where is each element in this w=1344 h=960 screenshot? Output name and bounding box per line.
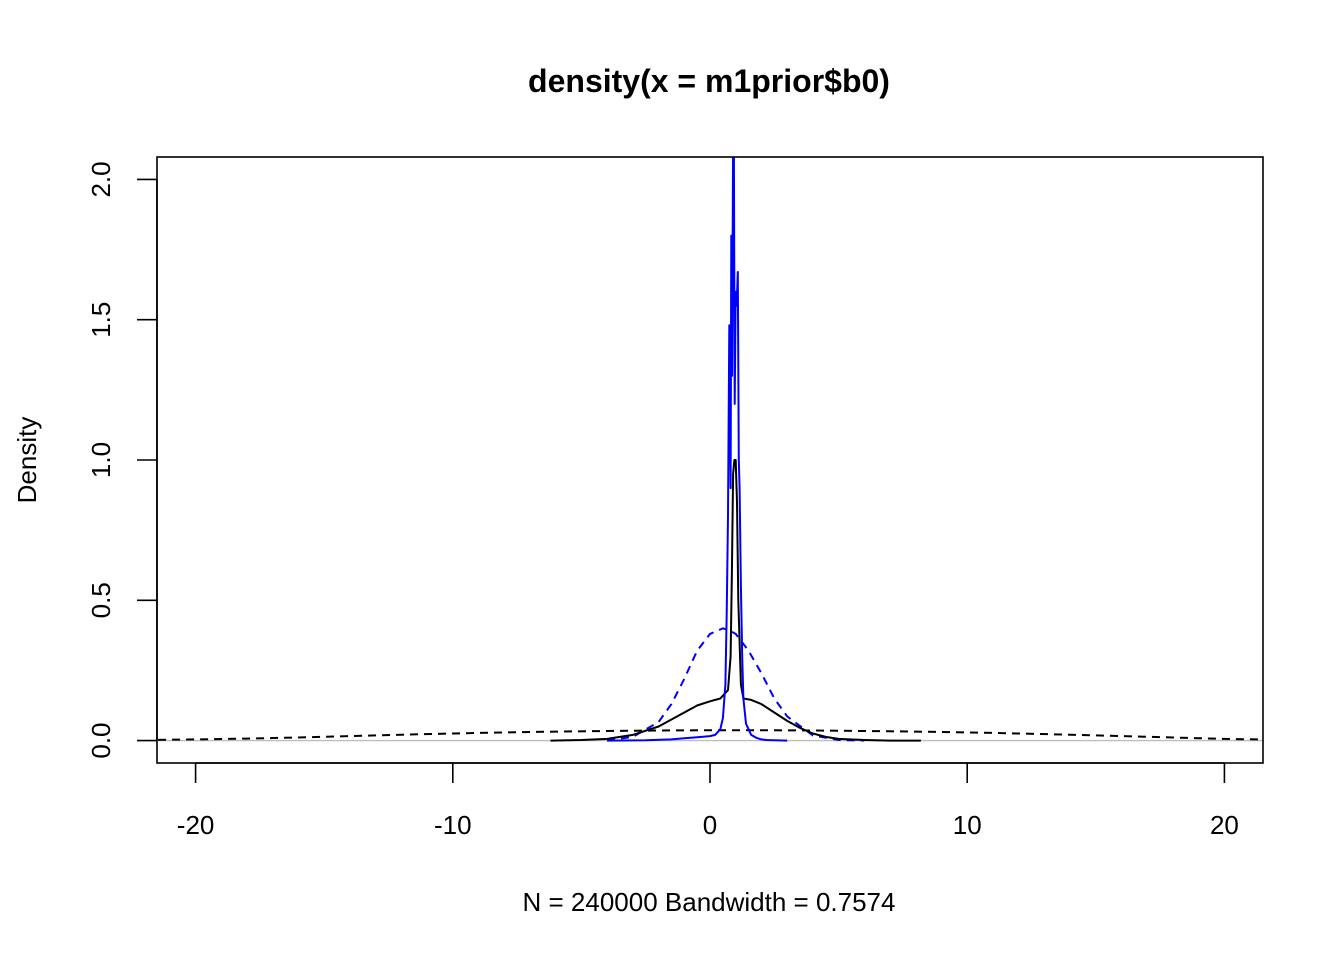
x-tick-label: 10 — [953, 810, 982, 840]
x-tick-label: -20 — [177, 810, 215, 840]
density-series-line-1 — [157, 729, 1263, 741]
x-axis-label: N = 240000 Bandwidth = 0.7574 — [523, 887, 896, 917]
x-tick-label: 20 — [1210, 810, 1239, 840]
y-tick-label: 1.0 — [86, 442, 116, 478]
density-series-line-3 — [550, 459, 921, 742]
axes-group: -20 -10 0 10 20 0.0 0.5 1.0 1.5 2.0 — [86, 161, 1239, 840]
y-tick-label: 0.5 — [86, 582, 116, 618]
plot-frame — [156, 156, 1264, 764]
y-tick-label: 2.0 — [86, 161, 116, 197]
density-series-line-2 — [606, 627, 865, 742]
y-tick-label: 1.5 — [86, 302, 116, 338]
x-tick-label: -10 — [434, 810, 472, 840]
y-axis-label: Density — [12, 417, 42, 504]
chart-title: density(x = m1prior$b0) — [528, 63, 890, 99]
series-layer — [157, 157, 1263, 742]
y-tick-label: 0.0 — [86, 722, 116, 758]
x-tick-label: 0 — [703, 810, 717, 840]
density-series-line-4 — [607, 157, 788, 742]
